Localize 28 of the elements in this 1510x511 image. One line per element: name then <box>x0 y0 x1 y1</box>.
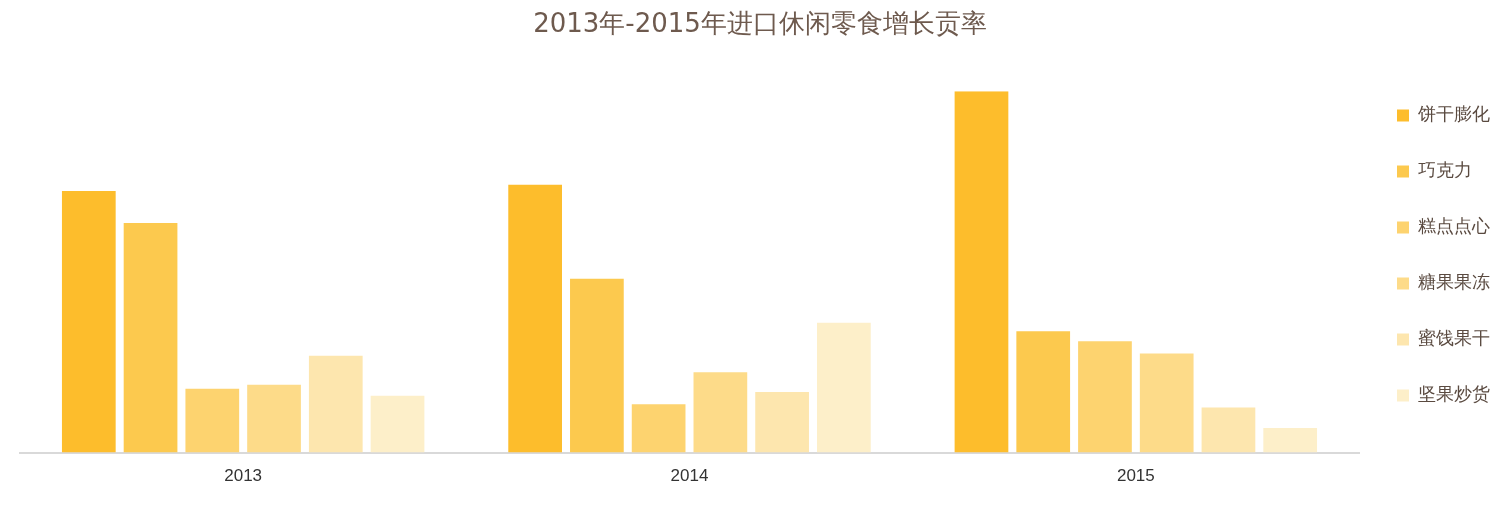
bar <box>817 322 871 453</box>
legend-label: 蜜饯果干 <box>1418 327 1490 349</box>
bar <box>631 404 686 453</box>
bar <box>123 223 178 453</box>
bar <box>1016 331 1071 453</box>
chart-title: 2013年-2015年进口休闲零食增长贡率 <box>533 8 987 39</box>
bar <box>755 391 809 453</box>
bar <box>954 91 1009 453</box>
legend-label: 巧克力 <box>1418 159 1472 181</box>
legend-label: 饼干膨化 <box>1417 103 1490 125</box>
bar <box>308 355 363 453</box>
bar <box>1263 428 1318 453</box>
bar <box>1078 341 1132 453</box>
bar <box>61 190 116 453</box>
bar <box>370 395 425 453</box>
legend-label: 坚果炒货 <box>1418 383 1490 405</box>
bar <box>185 388 240 453</box>
bar <box>508 184 562 453</box>
legend-label: 糖果果冻 <box>1418 271 1490 293</box>
bar <box>693 372 748 453</box>
legend-label: 糕点点心 <box>1418 215 1490 237</box>
bar <box>570 278 624 453</box>
bar <box>1201 407 1256 453</box>
bar <box>247 384 301 453</box>
x-tick-label: 2014 <box>670 466 709 486</box>
x-tick-label: 2015 <box>1116 466 1155 486</box>
x-tick-label: 2013 <box>224 466 263 486</box>
bar <box>1139 353 1194 453</box>
